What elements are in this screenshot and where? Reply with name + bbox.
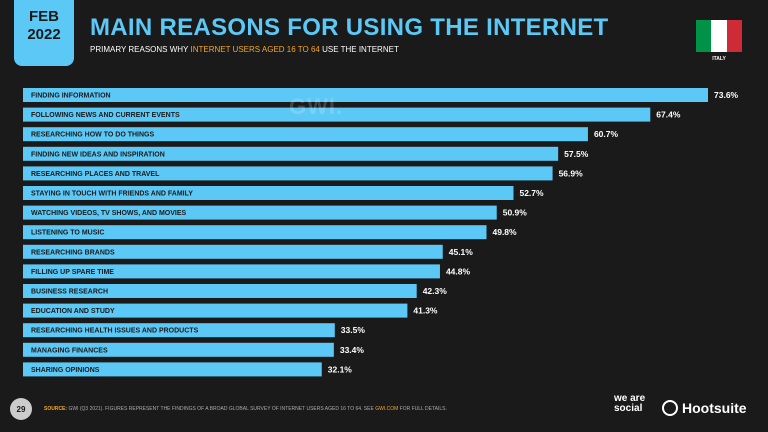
source-link[interactable]: GWI.COM bbox=[375, 406, 399, 412]
bar bbox=[23, 127, 588, 142]
bar-category-label: STAYING IN TOUCH WITH FRIENDS AND FAMILY bbox=[31, 191, 193, 198]
bar-category-label: SHARING OPINIONS bbox=[31, 367, 100, 374]
bar-category-label: FINDING INFORMATION bbox=[31, 93, 111, 100]
bar bbox=[23, 107, 651, 122]
bar-category-label: BUSINESS RESEARCH bbox=[31, 289, 108, 296]
page-number: 29 bbox=[10, 398, 32, 420]
bar bbox=[23, 166, 553, 181]
bar bbox=[23, 264, 440, 279]
source-note: SOURCE: GWI (Q3 2021). FIGURES REPRESENT… bbox=[44, 406, 447, 412]
bar-category-label: RESEARCHING BRANDS bbox=[31, 249, 115, 256]
bar bbox=[23, 362, 322, 377]
page-title: MAIN REASONS FOR USING THE INTERNET bbox=[90, 14, 609, 41]
bar-value-label: 41.3% bbox=[413, 306, 438, 316]
bar-value-label: 33.4% bbox=[340, 345, 365, 355]
bar-category-label: FINDING NEW IDEAS AND INSPIRATION bbox=[31, 151, 165, 158]
bar-category-label: WATCHING VIDEOS, TV SHOWS, AND MOVIES bbox=[31, 210, 187, 217]
bar-category-label: LISTENING TO MUSIC bbox=[31, 230, 104, 237]
bar-value-label: 42.3% bbox=[423, 286, 448, 296]
date-month: FEB bbox=[29, 8, 59, 25]
owl-icon bbox=[662, 400, 678, 416]
bar-value-label: 52.7% bbox=[519, 188, 544, 198]
watermark: GWI. bbox=[289, 94, 344, 119]
bar-value-label: 33.5% bbox=[341, 325, 366, 335]
bar bbox=[23, 303, 408, 318]
subtitle-highlight: INTERNET USERS AGED 16 TO 64 bbox=[190, 45, 320, 54]
bar-category-label: FOLLOWING NEWS AND CURRENT EVENTS bbox=[31, 112, 180, 119]
bar-value-label: 56.9% bbox=[559, 168, 584, 178]
country-label: ITALY bbox=[712, 56, 726, 62]
bar bbox=[23, 284, 417, 298]
italy-flag-icon bbox=[696, 20, 742, 52]
we-are-social-logo: we are social bbox=[614, 393, 646, 414]
hootsuite-logo: Hootsuite bbox=[682, 400, 747, 416]
bar-category-label: RESEARCHING HOW TO DO THINGS bbox=[31, 132, 154, 139]
bar-value-label: 57.5% bbox=[564, 149, 589, 159]
bar bbox=[23, 88, 708, 102]
source-tail: FOR FULL DETAILS. bbox=[398, 406, 447, 412]
flag-stripe-red bbox=[726, 20, 742, 52]
bar-value-label: 67.4% bbox=[656, 110, 681, 120]
date-tab: FEB 2022 bbox=[14, 0, 74, 66]
bar-value-label: 73.6% bbox=[714, 90, 739, 100]
bar-category-label: EDUCATION AND STUDY bbox=[31, 308, 115, 315]
bar-value-label: 32.1% bbox=[328, 364, 353, 374]
bar bbox=[23, 244, 443, 259]
bar bbox=[23, 186, 514, 200]
date-year: 2022 bbox=[27, 26, 61, 43]
flag-stripe-white bbox=[711, 20, 727, 52]
subtitle-suffix: USE THE INTERNET bbox=[319, 45, 399, 54]
bar bbox=[23, 342, 334, 357]
bar-value-label: 45.1% bbox=[449, 247, 474, 257]
page-subtitle: PRIMARY REASONS WHY INTERNET USERS AGED … bbox=[90, 45, 399, 54]
subtitle-prefix: PRIMARY REASONS WHY bbox=[90, 45, 191, 54]
flag-stripe-green bbox=[696, 20, 712, 52]
bar-category-label: RESEARCHING PLACES AND TRAVEL bbox=[31, 171, 160, 178]
bar-category-label: RESEARCHING HEALTH ISSUES AND PRODUCTS bbox=[31, 328, 199, 335]
bar-category-label: MANAGING FINANCES bbox=[31, 347, 108, 354]
bar bbox=[23, 323, 335, 338]
source-text: GWI (Q3 2021). FIGURES REPRESENT THE FIN… bbox=[67, 406, 376, 412]
bar-value-label: 49.8% bbox=[492, 227, 517, 237]
bar-value-label: 50.9% bbox=[503, 208, 528, 218]
bar bbox=[23, 146, 559, 161]
bar-value-label: 44.8% bbox=[446, 266, 471, 276]
source-label: SOURCE: bbox=[44, 406, 68, 412]
bar-category-label: FILLING UP SPARE TIME bbox=[31, 269, 114, 276]
bar bbox=[23, 205, 497, 220]
bar-value-label: 60.7% bbox=[594, 129, 619, 139]
bar bbox=[23, 225, 487, 240]
